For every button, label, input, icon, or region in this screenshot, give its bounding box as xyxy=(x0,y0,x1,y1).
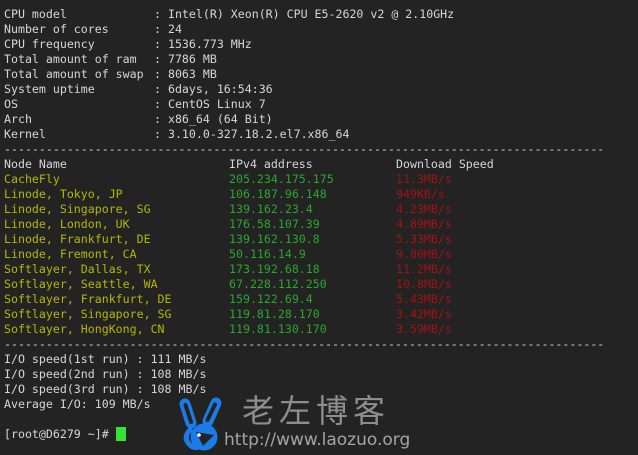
io-speed-line: I/O speed(3rd run) : 108 MB/s xyxy=(4,382,638,397)
io-speed-line: I/O speed(1st run) : 111 MB/s xyxy=(4,352,638,367)
download-speed-cell: 11.3MB/s xyxy=(396,172,452,186)
node-name-cell: Linode, Tokyo, JP xyxy=(4,187,123,201)
table-row: Linode, Tokyo, JP 106.187.96.148 949KB/s xyxy=(4,187,638,202)
system-info-value: : x86_64 (64 Bit) xyxy=(154,112,273,126)
system-info-value: : 3.10.0-327.18.2.el7.x86_64 xyxy=(154,127,350,141)
system-info-label: Arch xyxy=(4,112,32,126)
download-speed-cell: 9.80MB/s xyxy=(396,247,452,261)
download-speed-cell: 3.59MB/s xyxy=(396,322,452,336)
table-row: Softlayer, Seattle, WA 67.228.112.250 10.8… xyxy=(4,277,638,292)
download-speed-cell: 5.33MB/s xyxy=(396,232,452,246)
node-name-cell: Softlayer, Frankfurt, DE xyxy=(4,292,172,306)
system-info-row: System uptime : 6days, 16:54:36 xyxy=(4,82,638,97)
system-info-value: : 6days, 16:54:36 xyxy=(154,82,273,96)
system-info-label: OS xyxy=(4,97,18,111)
node-name-cell: Linode, London, UK xyxy=(4,217,130,231)
system-info-value: : CentOS Linux 7 xyxy=(154,97,266,111)
header-ipv4-address: IPv4 address xyxy=(229,157,313,171)
node-name-cell: Softlayer, Singapore, SG xyxy=(4,307,172,321)
header-download-speed: Download Speed xyxy=(396,157,494,171)
ipv4-address-cell: 205.234.175.175 xyxy=(229,172,334,186)
io-speed-line: I/O speed(2nd run) : 108 MB/s xyxy=(4,367,638,382)
system-info-label: Total amount of ram xyxy=(4,52,137,66)
ipv4-address-cell: 139.162.23.4 xyxy=(229,202,313,216)
download-speed-cell: 10.8MB/s xyxy=(396,277,452,291)
io-speed-text: I/O speed(3rd run) : 108 MB/s xyxy=(4,382,207,396)
separator-line: ----------------------------------------… xyxy=(4,142,605,156)
system-info-value: : 7786 MB xyxy=(154,52,217,66)
io-speed-section: I/O speed(1st run) : 111 MB/s I/O speed(2… xyxy=(4,352,638,412)
system-info-label: Kernel xyxy=(4,127,46,141)
system-info-row: Total amount of ram : 7786 MB xyxy=(4,52,638,67)
io-speed-line: Average I/O: 109 MB/s xyxy=(4,397,638,412)
blank-line xyxy=(4,412,638,427)
separator-line: ----------------------------------------… xyxy=(4,337,605,351)
node-name-cell: Softlayer, HongKong, CN xyxy=(4,322,165,336)
system-info-value: : 24 xyxy=(154,22,182,36)
ipv4-address-cell: 67.228.112.250 xyxy=(229,277,327,291)
node-name-cell: CacheFly xyxy=(4,172,60,186)
node-name-cell: Softlayer, Dallas, TX xyxy=(4,262,151,276)
table-row: Linode, London, UK 176.58.107.39 4.89MB/s xyxy=(4,217,638,232)
download-speed-cell: 4.23MB/s xyxy=(396,202,452,216)
terminal-cursor[interactable] xyxy=(115,427,126,441)
table-row: CacheFly 205.234.175.175 11.3MB/s xyxy=(4,172,638,187)
download-speed-cell: 3.42MB/s xyxy=(396,307,452,321)
ipv4-address-cell: 50.116.14.9 xyxy=(229,247,306,261)
system-info-section: CPU model : Intel(R) Xeon(R) CPU E5-2620 … xyxy=(4,7,638,142)
table-row: Linode, Frankfurt, DE 139.162.130.8 5.33MB… xyxy=(4,232,638,247)
io-speed-text: I/O speed(1st run) : 111 MB/s xyxy=(4,352,207,366)
speed-table-body: CacheFly 205.234.175.175 11.3MB/s Linode, T… xyxy=(4,172,638,337)
table-row: Softlayer, Singapore, SG 119.81.28.170 3.4… xyxy=(4,307,638,322)
system-info-row: Total amount of swap : 8063 MB xyxy=(4,67,638,82)
system-info-row: OS : CentOS Linux 7 xyxy=(4,97,638,112)
download-speed-cell: 11.2MB/s xyxy=(396,262,452,276)
system-info-label: Number of cores xyxy=(4,22,109,36)
system-info-label: CPU frequency xyxy=(4,37,95,51)
table-row: Softlayer, Dallas, TX 173.192.68.18 11.2MB… xyxy=(4,262,638,277)
system-info-value: : 8063 MB xyxy=(154,67,217,81)
ipv4-address-cell: 139.162.130.8 xyxy=(229,232,320,246)
ipv4-address-cell: 173.192.68.18 xyxy=(229,262,320,276)
download-speed-cell: 5.43MB/s xyxy=(396,292,452,306)
table-row: Linode, Singapore, SG 139.162.23.4 4.23MB/… xyxy=(4,202,638,217)
system-info-row: Kernel : 3.10.0-327.18.2.el7.x86_64 xyxy=(4,127,638,142)
system-info-row: Arch : x86_64 (64 Bit) xyxy=(4,112,638,127)
table-row: Linode, Fremont, CA 50.116.14.9 9.80MB/s xyxy=(4,247,638,262)
download-speed-cell: 949KB/s xyxy=(396,187,445,201)
system-info-row: Number of cores : 24 xyxy=(4,22,638,37)
shell-prompt: [root@D6279 ~]# xyxy=(4,427,116,441)
ipv4-address-cell: 119.81.130.170 xyxy=(229,322,327,336)
table-row: Softlayer, HongKong, CN 119.81.130.170 3.5… xyxy=(4,322,638,337)
node-name-cell: Linode, Frankfurt, DE xyxy=(4,232,151,246)
system-info-value: : 1536.773 MHz xyxy=(154,37,252,51)
table-row: Softlayer, Frankfurt, DE 159.122.69.4 5.43… xyxy=(4,292,638,307)
system-info-row: CPU model : Intel(R) Xeon(R) CPU E5-2620 … xyxy=(4,7,638,22)
ipv4-address-cell: 119.81.28.170 xyxy=(229,307,320,321)
system-info-label: Total amount of swap xyxy=(4,67,144,81)
node-name-cell: Linode, Fremont, CA xyxy=(4,247,137,261)
system-info-label: System uptime xyxy=(4,82,95,96)
speed-table-header: Node Name IPv4 address Download Speed xyxy=(4,157,638,172)
prompt-line: [root@D6279 ~]# xyxy=(4,427,638,442)
ipv4-address-cell: 106.187.96.148 xyxy=(229,187,327,201)
io-speed-text: Average I/O: 109 MB/s xyxy=(4,397,151,411)
download-speed-cell: 4.89MB/s xyxy=(396,217,452,231)
ipv4-address-cell: 159.122.69.4 xyxy=(229,292,313,306)
system-info-row: CPU frequency : 1536.773 MHz xyxy=(4,37,638,52)
node-name-cell: Softlayer, Seattle, WA xyxy=(4,277,158,291)
system-info-value: : Intel(R) Xeon(R) CPU E5-2620 v2 @ 2.10… xyxy=(154,7,455,21)
header-node-name: Node Name xyxy=(4,157,67,171)
ipv4-address-cell: 176.58.107.39 xyxy=(229,217,320,231)
io-speed-text: I/O speed(2nd run) : 108 MB/s xyxy=(4,367,207,381)
node-name-cell: Linode, Singapore, SG xyxy=(4,202,151,216)
system-info-label: CPU model xyxy=(4,7,67,21)
